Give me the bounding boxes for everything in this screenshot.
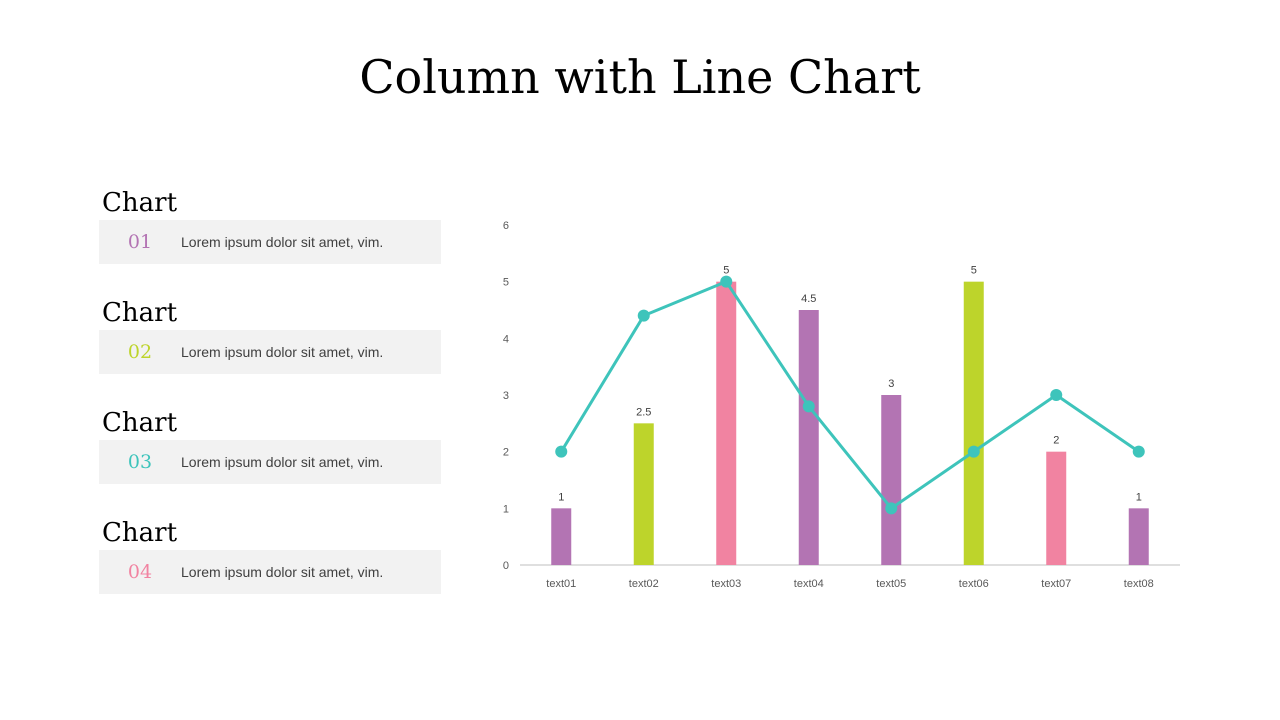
bar [881,395,902,565]
chart-item-box: 04 Lorem ipsum dolor sit amet, vim. [99,550,441,594]
x-tick-label: text02 [629,578,659,590]
bar [716,281,737,565]
chart-item-number: 02 [127,341,153,363]
bar-data-label: 1 [1136,491,1142,503]
bar [633,423,654,565]
line-point [637,309,650,322]
y-tick-label: 4 [503,333,509,345]
chart-item-heading: Chart [102,408,178,438]
chart-item-03: Chart 03 Lorem ipsum dolor sit amet, vim… [99,408,441,484]
chart-item-heading: Chart [102,188,178,218]
x-tick-label: text04 [794,578,824,590]
chart-item-text: Lorem ipsum dolor sit amet, vim. [181,344,384,360]
chart-item-01: Chart 01 Lorem ipsum dolor sit amet, vim… [99,188,441,264]
chart-item-text: Lorem ipsum dolor sit amet, vim. [181,234,384,250]
y-tick-label: 2 [503,447,509,459]
chart-item-heading: Chart [102,518,178,548]
x-tick-label: text06 [959,578,989,590]
line-point [802,400,815,413]
bar [963,281,984,565]
chart-item-heading: Chart [102,298,178,328]
bar [1128,508,1149,565]
y-tick-label: 6 [503,220,509,232]
line-point [967,445,980,458]
chart-item-number: 03 [127,451,153,473]
chart-item-text: Lorem ipsum dolor sit amet, vim. [181,454,384,470]
line-series [559,280,1140,510]
bar-data-label: 2 [1053,435,1059,447]
x-tick-label: text03 [711,578,741,590]
chart-item-04: Chart 04 Lorem ipsum dolor sit amet, vim… [99,518,441,594]
chart-item-box: 02 Lorem ipsum dolor sit amet, vim. [99,330,441,374]
x-tick-label: text07 [1041,578,1071,590]
bar [1046,451,1067,565]
bar-data-label: 5 [971,265,977,277]
bar-data-label: 3 [888,378,894,390]
y-tick-label: 3 [503,390,509,402]
chart-item-02: Chart 02 Lorem ipsum dolor sit amet, vim… [99,298,441,374]
bar-data-label: 4.5 [801,293,816,305]
line-point [720,275,733,288]
line-point [885,502,898,515]
x-tick-label: text01 [546,578,576,590]
bar-data-label: 2.5 [636,406,651,418]
bar-data-label: 5 [723,265,729,277]
column-line-chart: 0 1 2 3 4 5 6 1 2.5 5 4.5 3 5 2 1 text01 text02 text03 tex… [503,220,1180,590]
page-title: Column with Line Chart [359,50,921,104]
bar-data-label: 1 [558,491,564,503]
line-point [555,445,568,458]
chart-item-text: Lorem ipsum dolor sit amet, vim. [181,564,384,580]
chart-item-number: 01 [127,231,153,253]
chart-item-number: 04 [127,561,153,583]
x-tick-label: text05 [876,578,906,590]
chart-item-box: 01 Lorem ipsum dolor sit amet, vim. [99,220,441,264]
chart-item-box: 03 Lorem ipsum dolor sit amet, vim. [99,440,441,484]
y-tick-label: 1 [503,503,509,515]
bar [551,508,572,565]
bar [798,310,819,565]
y-tick-label: 0 [503,560,509,572]
line-point [1132,445,1145,458]
line-point [1050,389,1063,401]
x-tick-label: text08 [1124,578,1154,590]
y-tick-label: 5 [503,277,509,289]
